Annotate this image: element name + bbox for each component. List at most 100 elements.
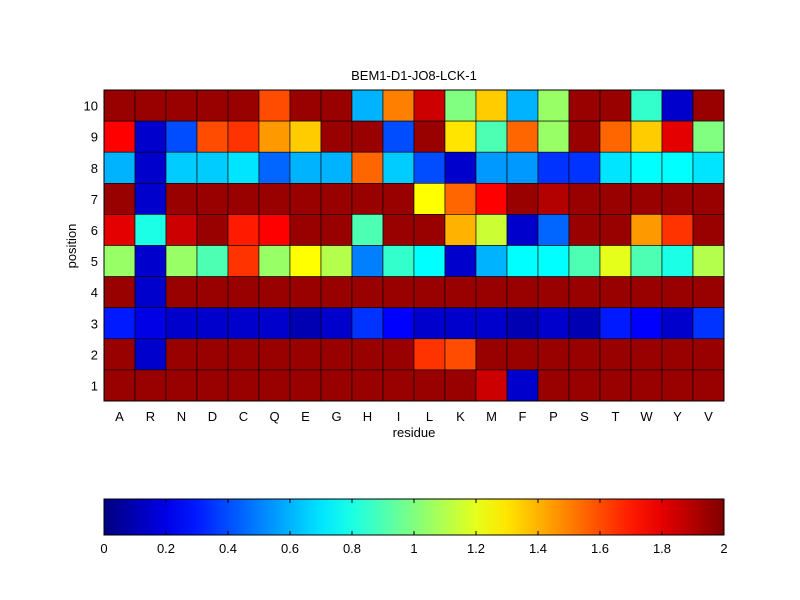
heatmap-cell xyxy=(661,369,694,402)
heatmap-cell xyxy=(537,369,570,402)
heatmap-cell xyxy=(661,214,694,246)
heatmap-cell xyxy=(413,214,446,246)
heatmap-cell xyxy=(196,214,229,246)
colorbar-tick-label: 2 xyxy=(720,541,727,556)
heatmap-cell xyxy=(475,151,508,184)
heatmap-cell xyxy=(227,245,260,277)
heatmap-cell xyxy=(444,245,477,277)
heatmap-cell xyxy=(630,338,663,371)
heatmap-cell xyxy=(630,151,663,184)
heatmap-cell xyxy=(661,307,694,340)
heatmap-cell xyxy=(258,338,291,371)
heatmap-cell xyxy=(289,183,322,215)
heatmap-cell xyxy=(537,151,570,184)
heatmap-cell xyxy=(599,214,632,246)
heatmap-cell xyxy=(103,214,136,246)
heatmap-cell xyxy=(196,89,229,122)
heatmap-cell xyxy=(351,276,384,309)
heatmap-cell xyxy=(134,338,167,371)
heatmap-cell xyxy=(630,307,663,340)
heatmap-cell xyxy=(661,89,694,122)
heatmap-cell xyxy=(196,245,229,277)
heatmap-cell xyxy=(506,151,539,184)
heatmap-cell xyxy=(630,214,663,246)
heatmap-cell xyxy=(382,369,415,402)
heatmap-cell xyxy=(320,120,353,153)
heatmap-cell xyxy=(692,214,725,246)
x-axis-label: residue xyxy=(393,425,436,440)
heatmap-cell xyxy=(134,245,167,277)
heatmap-cell xyxy=(165,151,198,184)
heatmap-cell xyxy=(661,338,694,371)
heatmap-cell xyxy=(630,183,663,215)
heatmap-cell xyxy=(568,89,601,122)
heatmap-cell xyxy=(692,307,725,340)
heatmap-cell xyxy=(320,214,353,246)
heatmap-cell xyxy=(227,369,260,402)
heatmap-cell xyxy=(692,276,725,309)
heatmap-cell xyxy=(382,307,415,340)
colorbar-tick-label: 0.2 xyxy=(157,541,175,556)
heatmap-cell xyxy=(506,120,539,153)
colorbar-tick-label: 1.4 xyxy=(529,541,547,556)
y-tick-label: 4 xyxy=(91,285,98,300)
heatmap-cell xyxy=(475,338,508,371)
heatmap-cell xyxy=(599,276,632,309)
heatmap-cell xyxy=(320,151,353,184)
heatmap-cell xyxy=(196,183,229,215)
heatmap-cell xyxy=(382,120,415,153)
heatmap-cell xyxy=(444,89,477,122)
heatmap-cell xyxy=(692,369,725,402)
heatmap-cell xyxy=(103,369,136,402)
colorbar-tick-label: 0.4 xyxy=(219,541,237,556)
x-tick-label: V xyxy=(704,409,713,424)
heatmap-cell xyxy=(289,276,322,309)
heatmap-cell xyxy=(320,307,353,340)
heatmap-cell xyxy=(568,276,601,309)
x-tick-label: L xyxy=(426,409,433,424)
heatmap-cell xyxy=(134,183,167,215)
heatmap-cell xyxy=(289,338,322,371)
x-tick-label: M xyxy=(486,409,497,424)
heatmap-cell xyxy=(134,151,167,184)
heatmap-cell xyxy=(351,120,384,153)
heatmap-cell xyxy=(351,214,384,246)
heatmap-cell xyxy=(413,183,446,215)
heatmap-cell xyxy=(103,307,136,340)
y-tick-label: 5 xyxy=(91,254,98,269)
heatmap-cell xyxy=(537,307,570,340)
heatmap-cell xyxy=(227,338,260,371)
heatmap-cell xyxy=(382,338,415,371)
heatmap-cell xyxy=(258,89,291,122)
heatmap-cell xyxy=(599,89,632,122)
heatmap-cell xyxy=(413,245,446,277)
heatmap-cell xyxy=(351,183,384,215)
x-tick-label: A xyxy=(115,409,124,424)
heatmap-cell xyxy=(103,151,136,184)
y-tick-label: 10 xyxy=(84,99,98,114)
heatmap-cell xyxy=(382,276,415,309)
heatmap-cell xyxy=(537,214,570,246)
heatmap-cell xyxy=(661,183,694,215)
heatmap-cell xyxy=(568,369,601,402)
heatmap-cell xyxy=(506,214,539,246)
heatmap-cell xyxy=(661,151,694,184)
x-tick-label: D xyxy=(208,409,217,424)
heatmap-cell xyxy=(196,151,229,184)
heatmap-cell xyxy=(444,307,477,340)
x-tick-label: W xyxy=(640,409,653,424)
heatmap-cell xyxy=(506,245,539,277)
heatmap-cell xyxy=(630,120,663,153)
heatmap-cell xyxy=(165,183,198,215)
heatmap-cell xyxy=(444,369,477,402)
heatmap-cell xyxy=(196,276,229,309)
heatmap-cell xyxy=(134,369,167,402)
heatmap-cell xyxy=(475,120,508,153)
heatmap-cell xyxy=(444,276,477,309)
plot-frame xyxy=(103,89,725,402)
heatmap-cell xyxy=(506,338,539,371)
heatmap-cell xyxy=(103,245,136,277)
heatmap-cell xyxy=(413,338,446,371)
colorbar-tick-label: 0 xyxy=(100,541,107,556)
